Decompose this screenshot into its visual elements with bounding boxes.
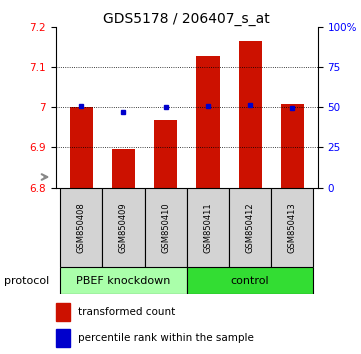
- Bar: [154, 120, 177, 188]
- Text: PBEF knockdown: PBEF knockdown: [76, 275, 171, 286]
- Text: GSM850408: GSM850408: [77, 202, 86, 253]
- Text: protocol: protocol: [4, 275, 49, 286]
- Bar: [271, 188, 313, 267]
- Text: GSM850412: GSM850412: [245, 202, 255, 253]
- Bar: [187, 188, 229, 267]
- Bar: [70, 107, 93, 188]
- Text: percentile rank within the sample: percentile rank within the sample: [78, 333, 254, 343]
- Text: transformed count: transformed count: [78, 307, 175, 317]
- Bar: [112, 149, 135, 188]
- Bar: [281, 104, 304, 188]
- Text: control: control: [231, 275, 269, 286]
- Bar: [187, 267, 313, 294]
- Text: GSM850411: GSM850411: [204, 202, 212, 253]
- Bar: [60, 188, 103, 267]
- Bar: [239, 41, 262, 188]
- Title: GDS5178 / 206407_s_at: GDS5178 / 206407_s_at: [104, 12, 270, 25]
- Bar: [103, 188, 145, 267]
- Text: GSM850410: GSM850410: [161, 202, 170, 253]
- Text: GSM850409: GSM850409: [119, 202, 128, 253]
- Bar: [56, 303, 70, 321]
- Bar: [196, 56, 219, 188]
- Bar: [56, 329, 70, 347]
- Bar: [60, 267, 187, 294]
- Text: GSM850413: GSM850413: [288, 202, 297, 253]
- Bar: [145, 188, 187, 267]
- Bar: [229, 188, 271, 267]
